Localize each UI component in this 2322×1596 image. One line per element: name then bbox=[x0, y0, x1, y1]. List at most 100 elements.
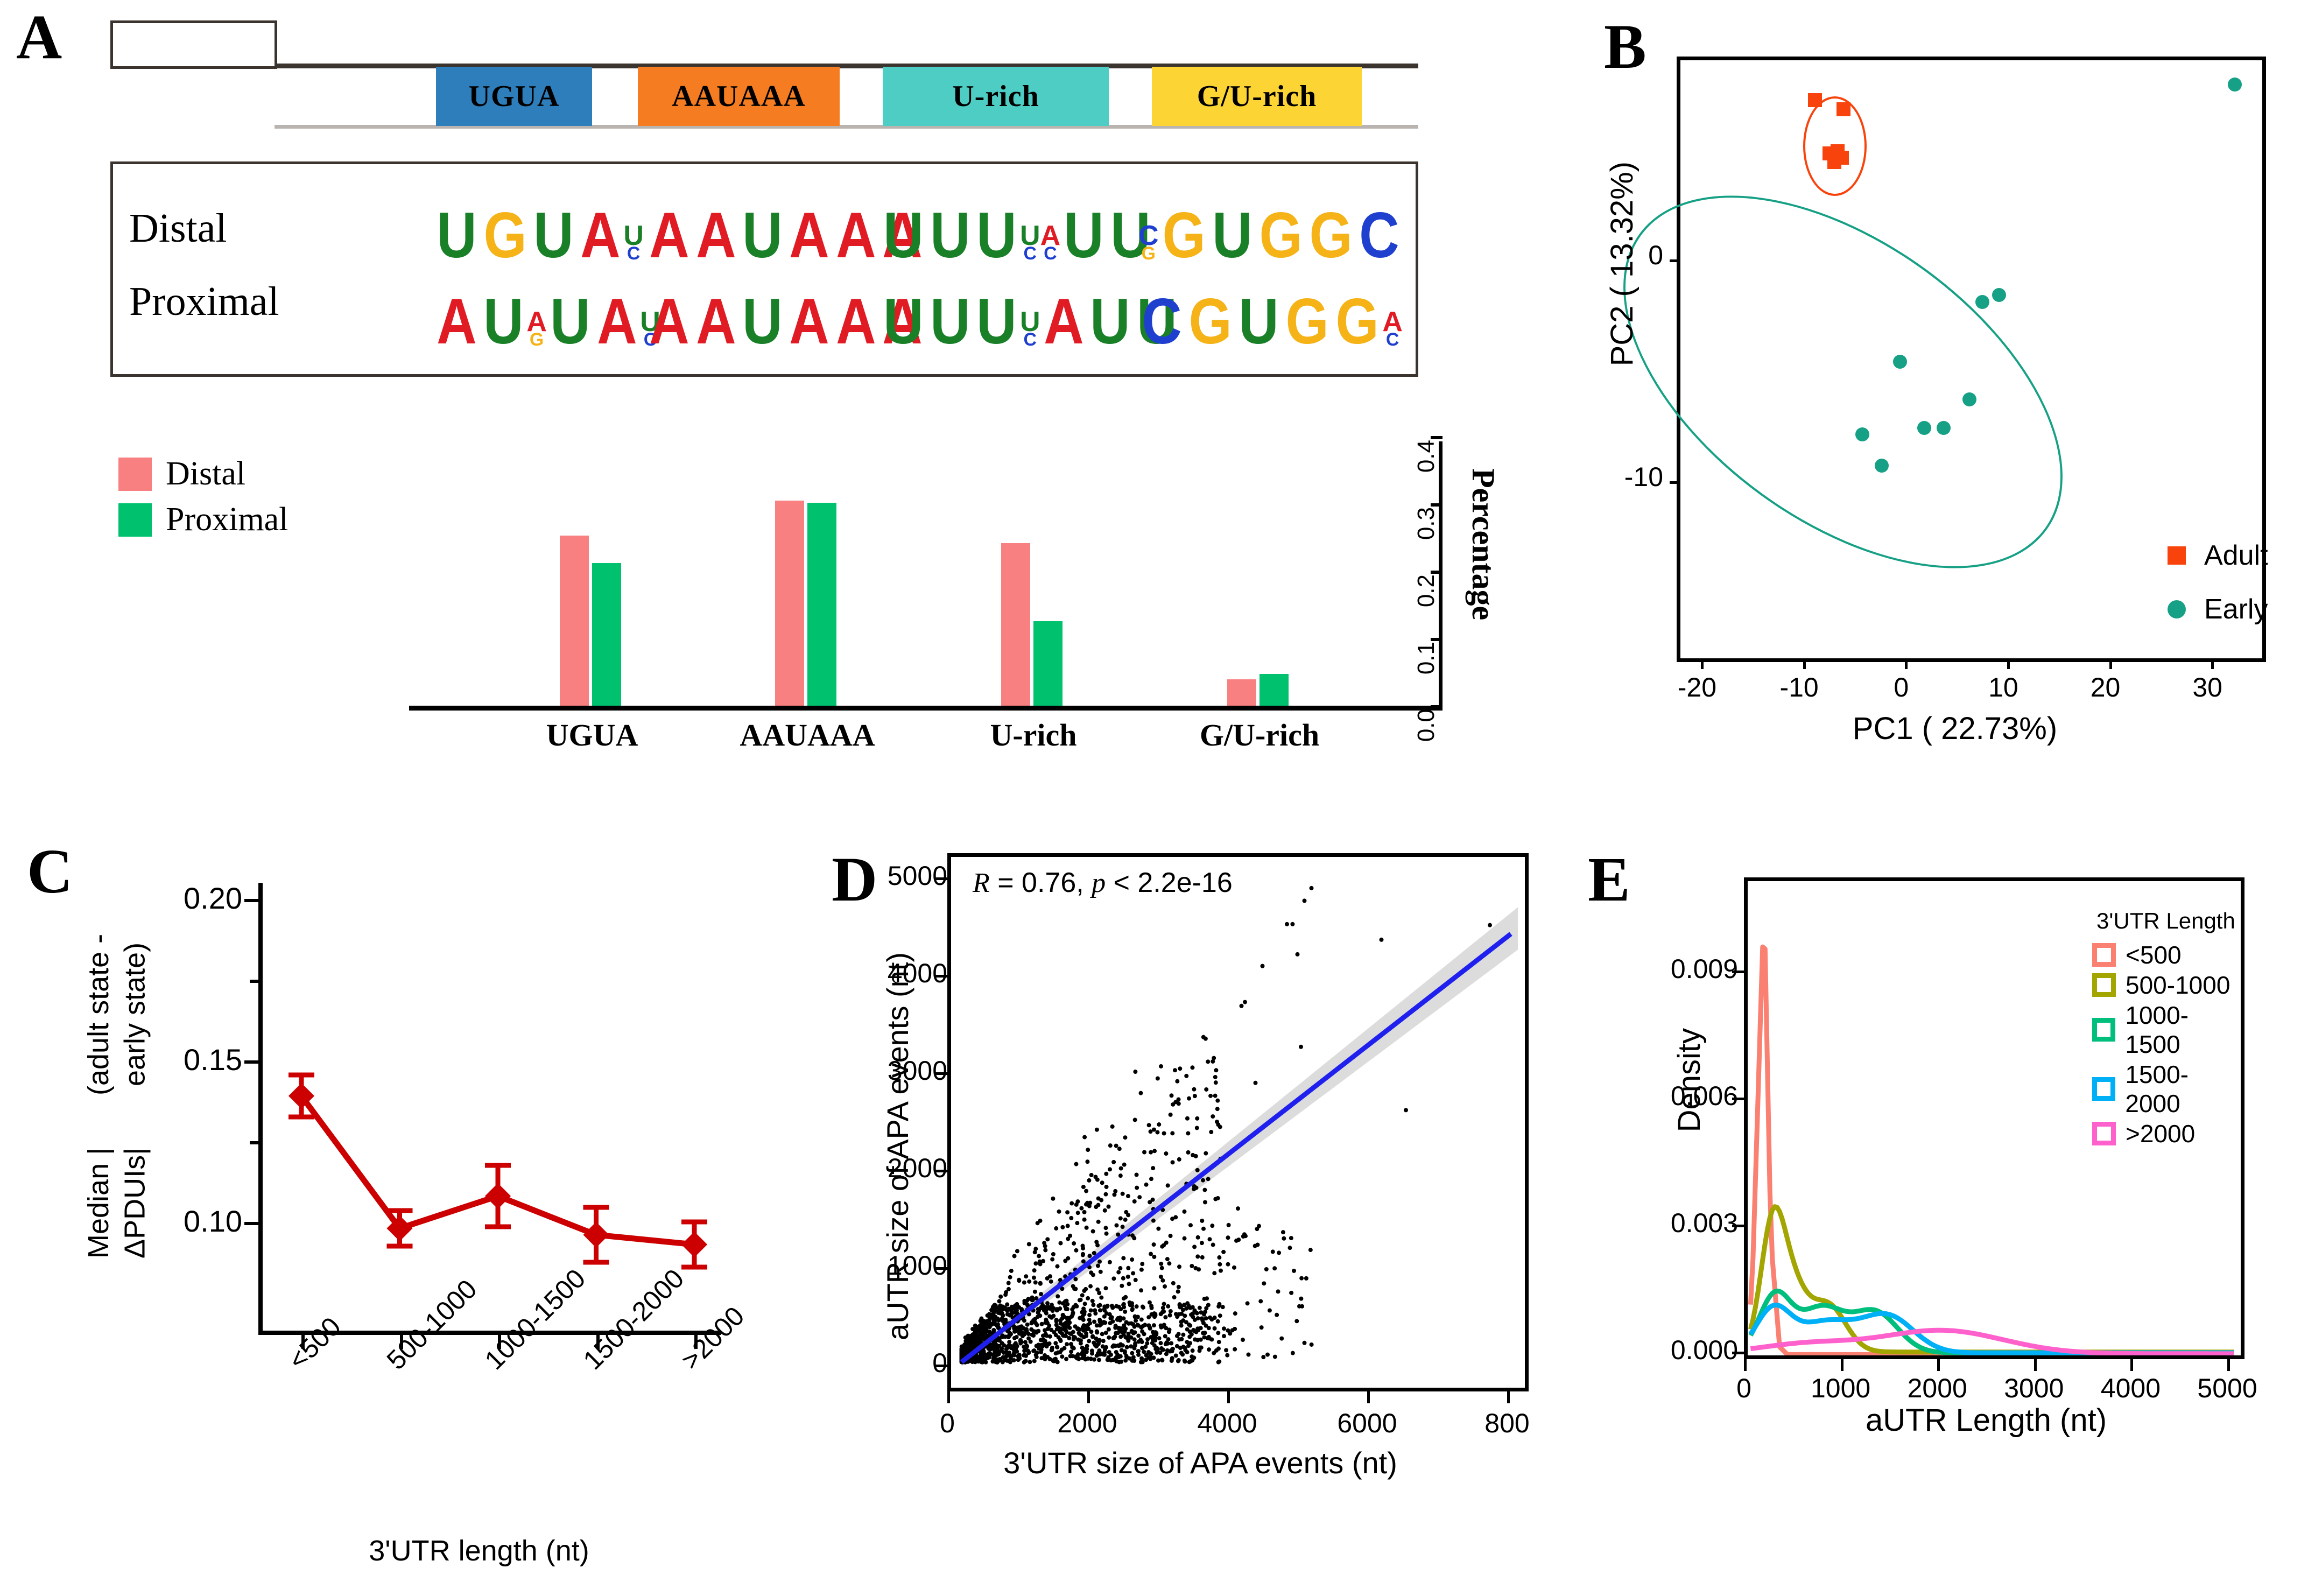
panel-d-point bbox=[1163, 1315, 1168, 1320]
panel-d-point bbox=[1245, 1301, 1250, 1306]
panel-d-point bbox=[1071, 1334, 1076, 1339]
panel-d-point bbox=[1212, 1056, 1216, 1060]
panel-d-point bbox=[1257, 1224, 1261, 1228]
panel-d-point bbox=[1155, 1347, 1160, 1352]
panel-d-point bbox=[1082, 1347, 1087, 1352]
panel-d-point bbox=[1120, 1225, 1125, 1229]
panel-d-point bbox=[1178, 1066, 1183, 1071]
panel-d-point bbox=[1065, 1210, 1070, 1215]
panel-d-point bbox=[1023, 1340, 1028, 1345]
panel-d-point bbox=[1178, 1305, 1183, 1310]
pca-ellipse-early bbox=[1557, 121, 2129, 643]
panel-d-point bbox=[1009, 1346, 1014, 1351]
panel-d-point bbox=[1260, 964, 1265, 968]
panel-d-point bbox=[1024, 1353, 1029, 1358]
panel-d-point bbox=[1093, 1175, 1098, 1179]
panel-d-point bbox=[1028, 1360, 1032, 1365]
panel-d-point bbox=[1113, 1357, 1118, 1362]
panel-d-point bbox=[1165, 1257, 1170, 1262]
panel-d-point bbox=[1240, 1338, 1245, 1342]
panel-e-x-tick bbox=[2130, 1359, 2134, 1371]
panel-d-point bbox=[1158, 1312, 1163, 1317]
panel-e-x-tick-label: 5000 bbox=[2197, 1373, 2257, 1403]
panel-d-point bbox=[1121, 1276, 1125, 1281]
panel-d-point bbox=[1151, 1218, 1156, 1223]
panel-d-point bbox=[1118, 1173, 1123, 1178]
panel-d-point bbox=[1031, 1348, 1036, 1353]
panel-d-point bbox=[1404, 1108, 1408, 1113]
panel-d-plot-area: R = 0.76, p < 2.2e-16 bbox=[947, 853, 1529, 1391]
panel-e-y-tick bbox=[1732, 1225, 1744, 1228]
panel-d-point bbox=[1181, 1332, 1186, 1337]
panel-d-point bbox=[1272, 1354, 1277, 1359]
panel-d-point bbox=[1094, 1329, 1099, 1334]
panel-d-point bbox=[1192, 1245, 1197, 1249]
panel-d-point bbox=[1255, 1242, 1260, 1247]
panel-e-y-tick-label: 0.009 bbox=[1670, 954, 1738, 985]
panel-d-point bbox=[1049, 1327, 1054, 1332]
panel-d-point bbox=[1149, 1150, 1153, 1155]
panel-d-point bbox=[1202, 1335, 1207, 1340]
panel-d-point bbox=[1066, 1236, 1071, 1241]
panel-d-point bbox=[1026, 1350, 1031, 1355]
panel-d-point bbox=[1114, 1223, 1119, 1228]
panel-d-point bbox=[1137, 1195, 1142, 1200]
panel-d-point bbox=[1125, 1274, 1130, 1279]
logo-position: U bbox=[1136, 285, 1177, 358]
panel-c-y-axis-title-line1: Median |ΔPDUIs| bbox=[82, 1147, 151, 1258]
panel-d-point bbox=[1253, 1080, 1258, 1085]
panel-d-point bbox=[1107, 1349, 1111, 1354]
panel-d-point bbox=[1045, 1237, 1050, 1242]
panel-d-x-tick bbox=[947, 1391, 950, 1403]
panel-d-point bbox=[994, 1305, 999, 1310]
pca-legend-marker bbox=[2168, 546, 2186, 565]
panel-d-point bbox=[1162, 1302, 1166, 1306]
panel-d-point bbox=[1202, 1187, 1207, 1192]
panel-d-point bbox=[1000, 1360, 1005, 1365]
panel-d-point bbox=[1148, 1351, 1152, 1356]
panel-d-point bbox=[1156, 1226, 1161, 1231]
panel-d-point bbox=[983, 1324, 988, 1328]
panel-d-point bbox=[1047, 1356, 1052, 1361]
panel-d-point bbox=[1082, 1210, 1087, 1214]
panel-d-point bbox=[1063, 1258, 1068, 1263]
panel-d-point bbox=[995, 1343, 1000, 1348]
panel-d-point bbox=[1174, 1344, 1179, 1348]
panel-d-point bbox=[1064, 1356, 1069, 1361]
panel-d-point bbox=[1046, 1341, 1051, 1346]
panel-d-point bbox=[1117, 1147, 1122, 1151]
panel-d-point bbox=[1190, 1348, 1195, 1353]
logo-position: U bbox=[930, 199, 970, 272]
panel-d-point bbox=[1102, 1350, 1107, 1355]
panel-d-point bbox=[1157, 1122, 1162, 1127]
panel-d-y-tick-label: 1000 bbox=[887, 1250, 947, 1281]
panel-d-point bbox=[1176, 1101, 1181, 1106]
panel-d-point bbox=[1086, 1296, 1090, 1300]
panel-d-point bbox=[1133, 1070, 1138, 1074]
panel-c-y-tick bbox=[244, 1222, 258, 1225]
panel-d-point bbox=[1216, 1340, 1221, 1345]
panel-d-point bbox=[1146, 1323, 1151, 1328]
panel-d-point bbox=[1129, 1321, 1134, 1326]
panel-d-point bbox=[1071, 1284, 1075, 1289]
panel-a-letter: A bbox=[16, 2, 62, 72]
panel-d-point bbox=[1113, 1325, 1118, 1330]
panel-e-y-tick-label: 0.006 bbox=[1670, 1081, 1738, 1112]
panel-d-point bbox=[1076, 1337, 1081, 1342]
logo-position: A bbox=[835, 285, 876, 358]
panel-d-point bbox=[1170, 1217, 1175, 1221]
panel-d-point bbox=[1142, 1150, 1147, 1155]
panel-d-point bbox=[1158, 1341, 1163, 1346]
panel-d-point bbox=[1067, 1320, 1072, 1325]
pca-x-tick-label: 30 bbox=[2192, 672, 2222, 702]
panel-d-point bbox=[1151, 1355, 1156, 1360]
panel-d-point bbox=[1218, 1268, 1223, 1273]
panel-d-point bbox=[1133, 1277, 1138, 1282]
panel-d-point bbox=[1136, 1323, 1141, 1328]
logo-position: U bbox=[742, 199, 783, 272]
panel-d-point bbox=[1039, 1347, 1044, 1352]
panel-d-point bbox=[1005, 1302, 1010, 1307]
panel-d-point bbox=[1075, 1199, 1080, 1204]
gene-exon-box bbox=[110, 20, 277, 69]
panel-d-point bbox=[1187, 1330, 1192, 1334]
